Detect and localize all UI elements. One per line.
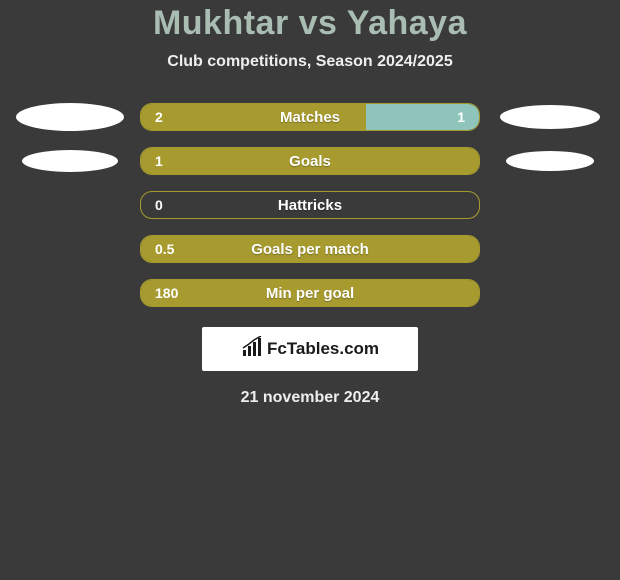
stat-row: 1Goals — [0, 147, 620, 175]
date-text: 21 november 2024 — [0, 389, 620, 407]
stat-row: 21Matches — [0, 103, 620, 131]
player-left-ellipse — [16, 103, 124, 131]
left-ellipse-slot — [0, 150, 140, 172]
stat-bar: 1Goals — [140, 147, 480, 175]
stat-value-left: 180 — [155, 280, 178, 306]
stat-bar-left-fill — [141, 104, 366, 130]
stat-bar: 0Hattricks — [140, 191, 480, 219]
left-ellipse-slot — [0, 103, 140, 131]
player-right-ellipse — [506, 151, 594, 171]
stat-rows: 21Matches1Goals0Hattricks0.5Goals per ma… — [0, 103, 620, 307]
stat-bar-left-fill — [141, 280, 479, 306]
stat-row: 0.5Goals per match — [0, 235, 620, 263]
stat-value-left: 2 — [155, 104, 163, 130]
stat-value-left: 0.5 — [155, 236, 174, 262]
player-right-ellipse — [500, 105, 600, 129]
stat-bar: 180Min per goal — [140, 279, 480, 307]
logo-chart-icon — [241, 336, 263, 363]
subtitle: Club competitions, Season 2024/2025 — [0, 53, 620, 71]
page-title: Mukhtar vs Yahaya — [0, 4, 620, 43]
stat-label: Hattricks — [141, 192, 479, 218]
logo: FcTables.com — [241, 336, 379, 363]
stat-bar: 21Matches — [140, 103, 480, 131]
comparison-infographic: Mukhtar vs Yahaya Club competitions, Sea… — [0, 0, 620, 407]
stat-value-left: 1 — [155, 148, 163, 174]
stat-value-right: 1 — [457, 104, 465, 130]
right-ellipse-slot — [480, 105, 620, 129]
stat-row: 180Min per goal — [0, 279, 620, 307]
right-ellipse-slot — [480, 151, 620, 171]
stat-value-left: 0 — [155, 192, 163, 218]
stat-bar-left-fill — [141, 148, 479, 174]
player-left-ellipse — [22, 150, 118, 172]
stat-bar-left-fill — [141, 236, 479, 262]
logo-box: FcTables.com — [202, 327, 418, 371]
logo-text: FcTables.com — [267, 339, 379, 359]
stat-row: 0Hattricks — [0, 191, 620, 219]
stat-bar: 0.5Goals per match — [140, 235, 480, 263]
